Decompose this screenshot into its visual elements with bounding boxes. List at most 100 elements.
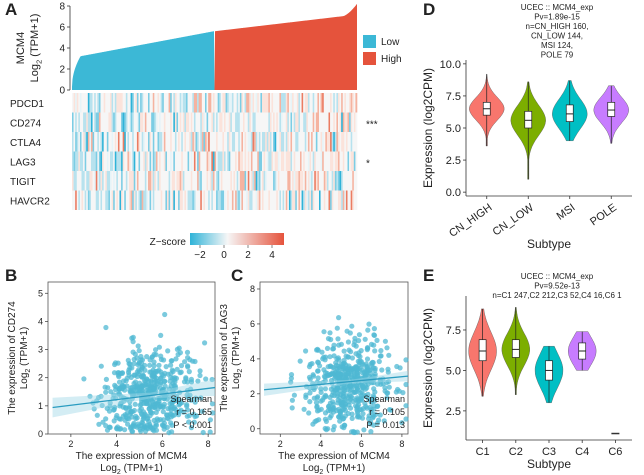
a-heatmap-cell: [127, 190, 130, 210]
a-heatmap-cell: [225, 190, 228, 210]
a-heatmap-cell: [201, 190, 204, 210]
a-heatmap-cell: [315, 151, 318, 171]
a-heatmap-cell: [231, 132, 234, 152]
c-point: [318, 389, 324, 395]
a-heatmap-cell: [206, 93, 209, 113]
a-heatmap-cell: [312, 93, 315, 113]
b-point: [103, 324, 109, 331]
a-heatmap-cell: [260, 132, 263, 152]
a-heatmap-cell: [192, 190, 195, 210]
a-heatmap-cell: [108, 93, 111, 113]
a-heatmap-cell: [176, 190, 179, 210]
a-heatmap-cell: [344, 132, 347, 152]
a-heatmap-cell: [100, 112, 103, 132]
a-heatmap-cell: [263, 132, 266, 152]
a-heatmap-cell: [345, 171, 348, 191]
a-heatmap-cell: [130, 93, 133, 113]
a-heatmap-cell: [117, 132, 120, 152]
b-point: [112, 360, 119, 366]
b-point: [129, 384, 135, 391]
a-zscore-bar: [190, 233, 284, 245]
a-heatmap-cell: [151, 151, 154, 171]
a-heatmap-cell: [89, 151, 92, 171]
a-heatmap-cell: [353, 132, 356, 152]
a-heatmap-cell: [352, 171, 355, 191]
b-point: [184, 349, 191, 355]
a-heatmap-cell: [133, 132, 136, 152]
c-point: [362, 336, 368, 342]
a-heatmap-cell: [91, 151, 93, 171]
a-heatmap-cell: [103, 190, 106, 210]
c-point: [386, 384, 392, 390]
a-heatmap-cell: [79, 190, 82, 210]
a-heatmap-cell: [157, 171, 160, 191]
a-heatmap-cell: [170, 112, 173, 132]
a-heatmap-cell: [281, 190, 283, 210]
b-point: [96, 394, 102, 401]
a-heatmap-cell: [269, 171, 272, 191]
a-heatmap-cell: [181, 112, 184, 132]
a-heatmap-cell: [117, 190, 120, 210]
a-heatmap-cell: [298, 112, 301, 132]
a-heatmap-cell: [293, 190, 296, 210]
a-heatmap-cell: [203, 93, 206, 113]
a-heatmap-cell: [315, 171, 318, 191]
a-heatmap-cell: [103, 171, 106, 191]
a-heatmap-cell: [200, 151, 203, 171]
a-heatmap-cell: [173, 190, 176, 210]
a-heatmap-cell: [76, 132, 79, 152]
c-point: [303, 348, 309, 354]
b-point: [197, 372, 203, 379]
a-heatmap-cell: [182, 171, 185, 191]
b-point: [103, 389, 109, 395]
a-heatmap-cell: [211, 112, 214, 132]
a-heatmap-cell: [155, 132, 158, 152]
a-heatmap-cell: [279, 171, 282, 191]
a-heatmap-cell: [255, 190, 258, 210]
a-heatmap-cell: [312, 190, 315, 210]
a-heatmap-cell: [84, 190, 87, 210]
a-heatmap-cell: [227, 112, 230, 132]
a-heatmap-cell: [347, 151, 350, 171]
a-heatmap-cell: [160, 151, 163, 171]
a-heatmap-cell: [249, 112, 252, 132]
c-y-tick-label: 6: [250, 319, 255, 329]
a-heatmap-cell: [138, 112, 141, 132]
a-heatmap-cell: [258, 132, 261, 152]
a-heatmap-cell: [224, 112, 226, 132]
a-heatmap-cell: [292, 151, 294, 171]
a-heatmap-cell: [320, 112, 323, 132]
a-heatmap-cell: [92, 112, 95, 132]
b-point: [151, 402, 157, 408]
a-heatmap-cell: [336, 151, 339, 171]
b-point: [125, 369, 132, 375]
a-heatmap-cell: [119, 190, 122, 210]
c-point: [345, 373, 351, 379]
a-heatmap-cell: [287, 190, 290, 210]
a-heatmap-cell: [282, 93, 285, 113]
a-heatmap-cell: [125, 190, 128, 210]
a-heatmap-cell: [228, 151, 231, 171]
a-heatmap-cell: [287, 93, 290, 113]
a-heatmap-cell: [309, 151, 312, 171]
c-point: [361, 427, 367, 433]
a-heatmap-cell: [255, 93, 258, 113]
a-heatmap-cell: [73, 151, 76, 171]
c-y-tick-label: 0: [250, 424, 255, 434]
a-heatmap-cell: [146, 171, 149, 191]
b-point: [148, 409, 154, 416]
a-heatmap-cell: [133, 171, 136, 191]
b-y-tick-label: 0: [38, 429, 43, 439]
b-point: [157, 395, 163, 401]
c-point: [369, 399, 375, 405]
b-point: [165, 348, 171, 354]
a-heatmap-cell: [342, 171, 345, 191]
c-point: [347, 405, 354, 411]
a-heatmap-cell: [292, 93, 294, 113]
a-heatmap-cell: [163, 132, 166, 152]
a-heatmap-cell: [292, 171, 294, 191]
b-point: [202, 340, 208, 346]
b-point: [144, 399, 150, 405]
a-heatmap-cell: [163, 151, 166, 171]
a-heatmap-cell: [325, 132, 328, 152]
